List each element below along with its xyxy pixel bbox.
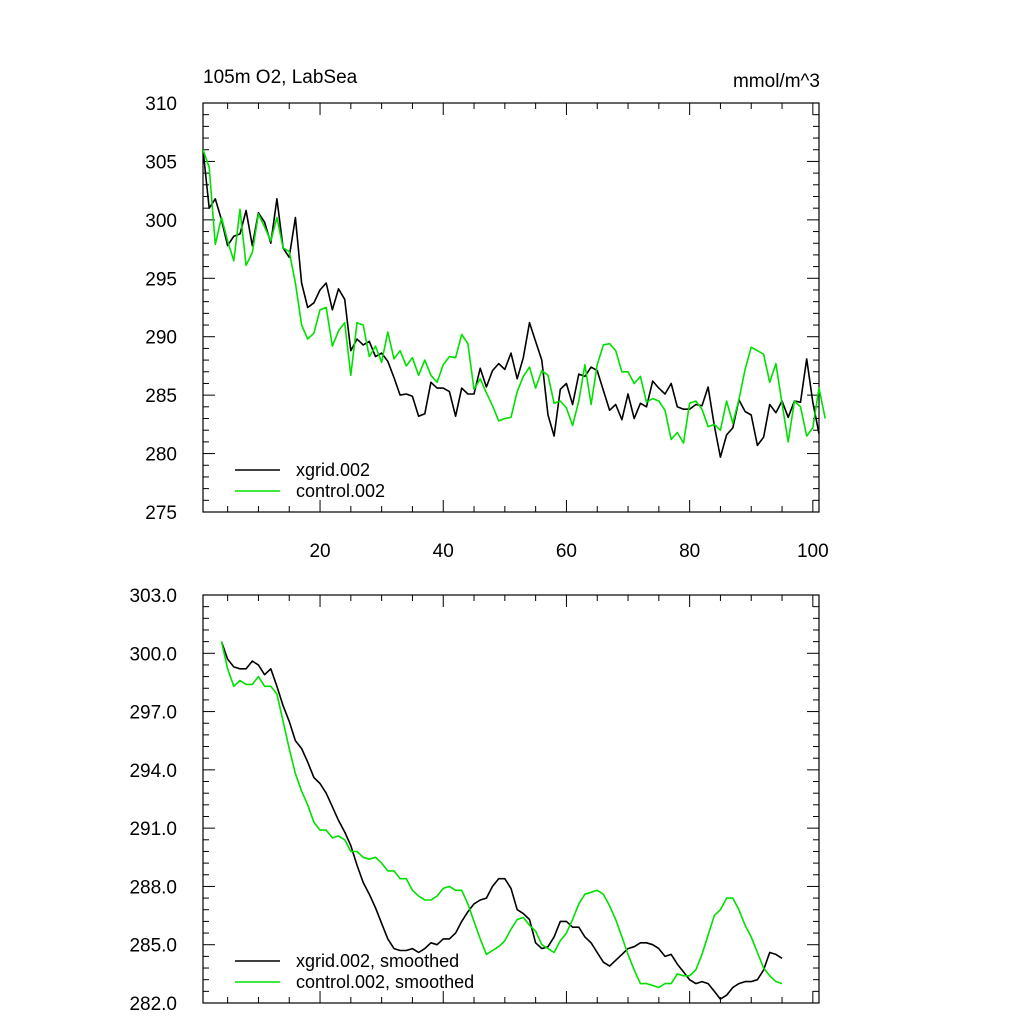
top-x-tick-label: 20 (309, 541, 330, 562)
bottom-y-tick-label: 303.0 (129, 586, 177, 607)
bottom-series-line-xgrid (220, 641, 783, 1000)
bottom-legend: xgrid.002, smoothed control.002, smoothe… (235, 951, 474, 992)
top-y-tick-label: 305 (145, 152, 177, 173)
bottom-x-ticks (227, 595, 814, 1003)
top-y-tick-label: 290 (145, 328, 177, 349)
top-x-tick-label: 100 (797, 541, 829, 562)
top-legend-label-xgrid: xgrid.002 (296, 460, 370, 480)
top-y-tick-label: 275 (145, 503, 177, 524)
top-title: 105m O2, LabSea (203, 67, 358, 88)
bottom-y-tick-label: 282.0 (129, 994, 177, 1015)
top-series-line-xgrid (202, 149, 820, 458)
top-legend-label-control: control.002 (296, 481, 385, 501)
top-y-tick-label: 300 (145, 211, 177, 232)
top-units: mmol/m^3 (733, 71, 820, 92)
bottom-y-tick-label: 300.0 (129, 644, 177, 665)
bottom-panel: 282.0 285.0 288.0 291.0 294.0 297.0 300.0 303.0… (129, 586, 820, 1015)
top-x-tick-label: 80 (679, 541, 700, 562)
bottom-legend-label-xgrid: xgrid.002, smoothed (296, 951, 459, 971)
bottom-y-tick-label: 291.0 (129, 819, 177, 840)
top-legend: xgrid.002 control.002 (235, 460, 385, 501)
bottom-y-tick-label: 294.0 (129, 761, 177, 782)
top-x-tick-label: 40 (433, 541, 454, 562)
top-y-tick-label: 280 (145, 445, 177, 466)
bottom-series (220, 641, 783, 1000)
top-series (202, 149, 826, 458)
top-y-ticks: 275 280 285 290 295 300 305 310 (145, 94, 819, 524)
top-x-ticks: 20 40 60 80 100 (227, 103, 829, 562)
top-panel: 105m O2, LabSea mmol/m^3 20 40 60 80 100 275… (145, 67, 828, 562)
bottom-y-tick-label: 297.0 (129, 703, 177, 724)
top-y-tick-label: 285 (145, 386, 177, 407)
bottom-y-ticks: 282.0 285.0 288.0 291.0 294.0 297.0 300.0 303.0 (129, 586, 819, 1015)
top-x-tick-label: 60 (556, 541, 577, 562)
top-y-tick-label: 295 (145, 269, 177, 290)
bottom-legend-label-control: control.002, smoothed (296, 972, 474, 992)
bottom-plot-frame (202, 594, 820, 1004)
bottom-y-tick-label: 285.0 (129, 936, 177, 957)
top-plot-frame (202, 102, 820, 513)
top-series-line-control (202, 149, 826, 444)
top-y-tick-label: 310 (145, 94, 177, 115)
bottom-y-tick-label: 288.0 (129, 877, 177, 898)
bottom-series-line-control (220, 641, 783, 989)
